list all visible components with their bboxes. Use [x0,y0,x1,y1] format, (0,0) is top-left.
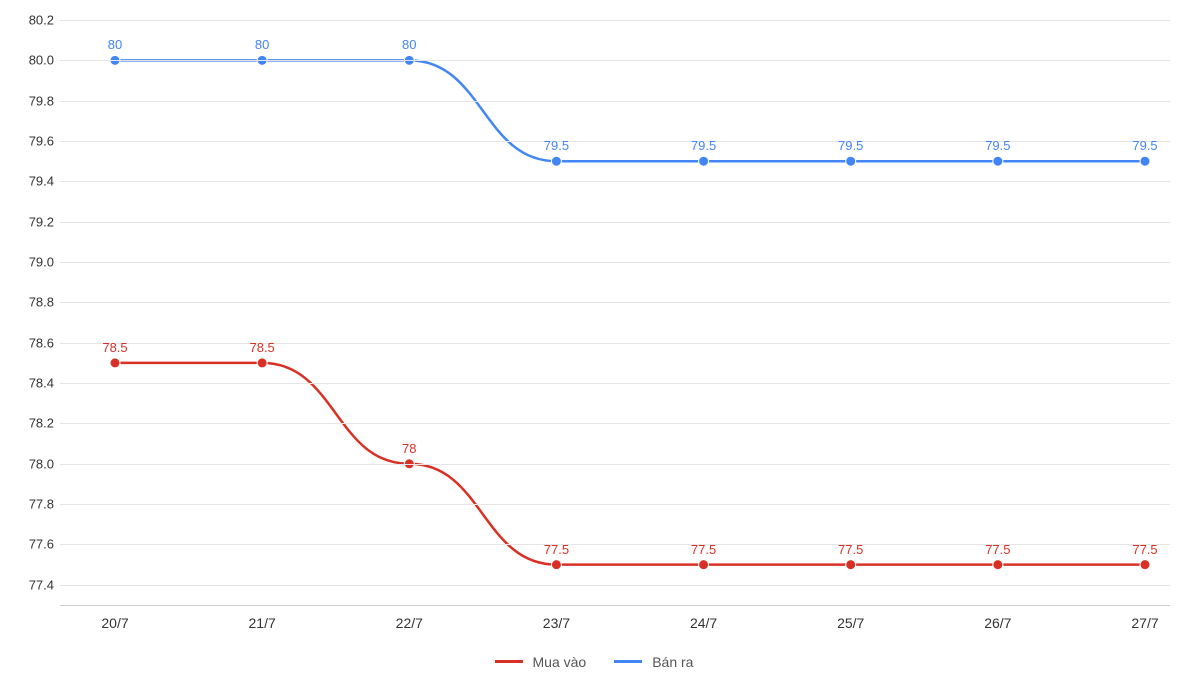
data-point[interactable] [110,358,120,368]
point-label: 77.5 [985,542,1010,557]
legend-item[interactable]: Bán ra [614,654,693,670]
y-axis-label: 78.0 [4,456,54,471]
x-axis-label: 22/7 [396,615,423,631]
y-axis-label: 78.4 [4,376,54,391]
gridline [60,423,1170,424]
point-label: 78 [402,441,416,456]
point-label: 79.5 [985,138,1010,153]
gridline [60,504,1170,505]
data-point[interactable] [1140,156,1150,166]
x-axis-label: 21/7 [249,615,276,631]
legend-swatch [495,660,523,663]
data-point[interactable] [846,560,856,570]
gridline [60,464,1170,465]
data-point[interactable] [699,156,709,166]
y-axis-label: 79.4 [4,174,54,189]
point-label: 78.5 [102,340,127,355]
x-axis-label: 27/7 [1131,615,1158,631]
y-axis-label: 79.6 [4,134,54,149]
data-point[interactable] [551,156,561,166]
y-axis-label: 79.2 [4,214,54,229]
data-point[interactable] [699,560,709,570]
x-axis-baseline [60,605,1170,606]
gridline [60,60,1170,61]
y-axis-label: 78.8 [4,295,54,310]
y-axis-label: 80.2 [4,13,54,28]
y-axis-label: 78.6 [4,335,54,350]
legend-swatch [614,660,642,663]
y-axis-label: 77.4 [4,577,54,592]
y-axis-label: 79.0 [4,255,54,270]
line-chart: 78.5 78.5 78 77.5 77.5 77.5 77.5 77.5 80 80 80 79.5… [0,0,1188,688]
point-label: 80 [402,37,416,52]
y-axis-label: 78.2 [4,416,54,431]
plot-area: 78.5 78.5 78 77.5 77.5 77.5 77.5 77.5 80 80 80 79.5… [60,20,1170,605]
point-label: 77.5 [691,542,716,557]
x-axis-label: 25/7 [837,615,864,631]
point-label: 77.5 [838,542,863,557]
point-label: 80 [255,37,269,52]
chart-svg [60,20,1170,605]
legend-item[interactable]: Mua vào [495,654,587,670]
y-axis-label: 79.8 [4,93,54,108]
gridline [60,383,1170,384]
y-axis-label: 77.6 [4,537,54,552]
gridline [60,302,1170,303]
gridline [60,585,1170,586]
y-axis-label: 77.8 [4,497,54,512]
legend-label: Bán ra [652,654,693,670]
x-axis-label: 24/7 [690,615,717,631]
point-label: 77.5 [544,542,569,557]
point-label: 79.5 [691,138,716,153]
legend-label: Mua vào [533,654,587,670]
point-label: 77.5 [1132,542,1157,557]
gridline [60,20,1170,21]
legend: Mua vào Bán ra [0,650,1188,670]
data-point[interactable] [257,358,267,368]
gridline [60,343,1170,344]
data-point[interactable] [993,156,1003,166]
gridline [60,181,1170,182]
data-point[interactable] [993,560,1003,570]
x-axis-label: 23/7 [543,615,570,631]
gridline [60,262,1170,263]
data-point[interactable] [846,156,856,166]
x-axis-label: 26/7 [984,615,1011,631]
point-label: 78.5 [249,340,274,355]
point-label: 79.5 [1132,138,1157,153]
y-axis-label: 80.0 [4,53,54,68]
point-label: 79.5 [544,138,569,153]
gridline [60,222,1170,223]
data-point[interactable] [551,560,561,570]
x-axis-label: 20/7 [101,615,128,631]
point-label: 80 [108,37,122,52]
gridline [60,101,1170,102]
point-label: 79.5 [838,138,863,153]
data-point[interactable] [1140,560,1150,570]
